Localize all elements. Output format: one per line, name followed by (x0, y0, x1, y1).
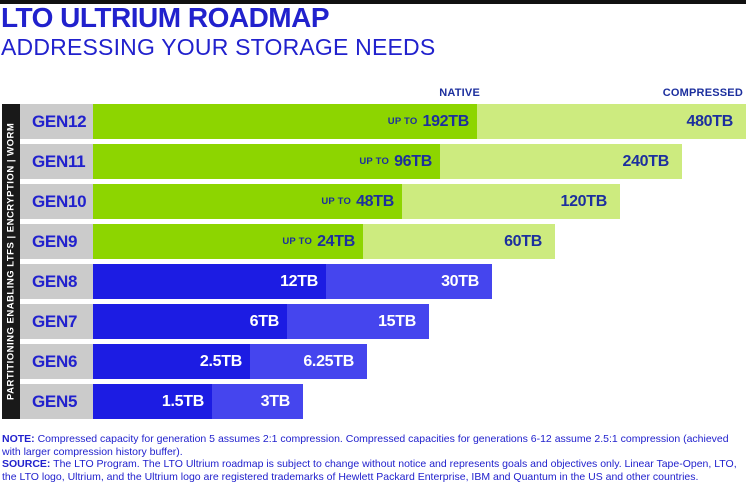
up-to-prefix: UP TO (387, 116, 418, 127)
features-sidebar-label: PARTITIONING ENABLING LTFS | ENCRYPTION … (5, 122, 17, 401)
roadmap-chart: PARTITIONING ENABLING LTFS | ENCRYPTION … (0, 104, 746, 419)
source-label: SOURCE: (2, 458, 51, 470)
compressed-capacity-bar: 3TB (212, 384, 303, 419)
generation-label: GEN10 (20, 184, 93, 219)
native-capacity-value: 6TB (249, 312, 280, 330)
native-capacity-value: 192TB (422, 112, 469, 130)
generation-label: GEN5 (20, 384, 93, 419)
native-capacity-bar: 1.5TB (93, 384, 212, 419)
up-to-prefix: UP TO (282, 236, 313, 247)
generation-row: GEN7 6TB 15TB (20, 304, 746, 339)
native-capacity-value: 2.5TB (199, 352, 242, 370)
footer-notes: NOTE: Compressed capacity for generation… (2, 433, 744, 483)
generation-label: GEN11 (20, 144, 93, 179)
generation-row: GEN8 12TB 30TB (20, 264, 746, 299)
native-capacity-bar: 6TB (93, 304, 287, 339)
native-column-header: NATIVE (439, 87, 480, 99)
native-capacity-value: 48TB (356, 192, 394, 210)
features-sidebar: PARTITIONING ENABLING LTFS | ENCRYPTION … (2, 104, 20, 419)
generation-row: GEN12 UP TO 192TB 480TB (20, 104, 746, 139)
top-border-strip (0, 0, 746, 4)
page-subtitle: ADDRESSING YOUR STORAGE NEEDS (1, 33, 436, 60)
compressed-capacity-value: 15TB (378, 312, 416, 330)
generation-label: GEN6 (20, 344, 93, 379)
generation-row: GEN10 UP TO 48TB 120TB (20, 184, 746, 219)
compressed-capacity-bar: 240TB (440, 144, 682, 179)
note-text: Compressed capacity for generation 5 ass… (2, 433, 729, 458)
source-paragraph: SOURCE: The LTO Program. The LTO Ultrium… (2, 458, 744, 483)
note-paragraph: NOTE: Compressed capacity for generation… (2, 433, 744, 458)
note-label: NOTE: (2, 433, 35, 445)
generation-label: GEN8 (20, 264, 93, 299)
generation-row: GEN6 2.5TB 6.25TB (20, 344, 746, 379)
compressed-capacity-bar: 6.25TB (250, 344, 367, 379)
compressed-capacity-value: 240TB (622, 152, 669, 170)
compressed-capacity-value: 480TB (686, 112, 733, 130)
compressed-capacity-value: 6.25TB (303, 352, 354, 370)
page-title: LTO ULTRIUM ROADMAP (1, 2, 330, 33)
generation-row: GEN9 UP TO 24TB 60TB (20, 224, 746, 259)
compressed-capacity-bar: 480TB (477, 104, 746, 139)
compressed-capacity-bar: 30TB (326, 264, 492, 299)
generation-label: GEN7 (20, 304, 93, 339)
native-capacity-bar: UP TO 48TB (93, 184, 402, 219)
native-capacity-value: 96TB (394, 152, 432, 170)
native-capacity-bar: UP TO 24TB (93, 224, 363, 259)
compressed-capacity-bar: 60TB (363, 224, 555, 259)
source-text: The LTO Program. The LTO Ultrium roadmap… (2, 458, 737, 483)
up-to-prefix: UP TO (321, 196, 352, 207)
compressed-capacity-value: 60TB (504, 232, 542, 250)
generation-row: GEN5 1.5TB 3TB (20, 384, 746, 419)
compressed-capacity-value: 30TB (441, 272, 479, 290)
native-capacity-value: 1.5TB (161, 392, 204, 410)
compressed-capacity-value: 3TB (260, 392, 291, 410)
native-capacity-value: 12TB (280, 272, 318, 290)
generation-label: GEN12 (20, 104, 93, 139)
generation-label: GEN9 (20, 224, 93, 259)
native-capacity-bar: 2.5TB (93, 344, 250, 379)
native-capacity-bar: 12TB (93, 264, 326, 299)
compressed-capacity-bar: 15TB (287, 304, 429, 339)
compressed-capacity-value: 120TB (560, 192, 607, 210)
generation-row: GEN11 UP TO 96TB 240TB (20, 144, 746, 179)
page-header: LTO ULTRIUM ROADMAP ADDRESSING YOUR STOR… (1, 2, 436, 60)
generation-rows: GEN12 UP TO 192TB 480TB GEN11 UP TO 96TB… (20, 104, 746, 424)
native-capacity-bar: UP TO 192TB (93, 104, 477, 139)
native-capacity-bar: UP TO 96TB (93, 144, 440, 179)
native-capacity-value: 24TB (317, 232, 355, 250)
compressed-capacity-bar: 120TB (402, 184, 620, 219)
up-to-prefix: UP TO (359, 156, 390, 167)
compressed-column-header: COMPRESSED (662, 87, 743, 99)
